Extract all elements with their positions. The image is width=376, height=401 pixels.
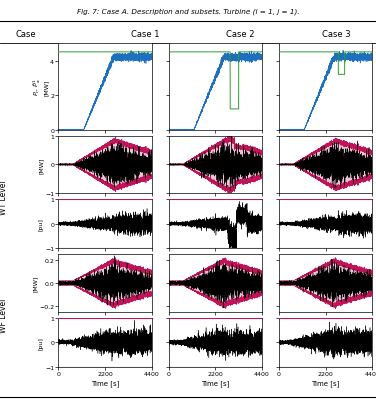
- X-axis label: Time [s]: Time [s]: [91, 379, 119, 386]
- Y-axis label: [pu]: [pu]: [39, 218, 44, 231]
- X-axis label: Time [s]: Time [s]: [311, 379, 340, 386]
- Text: WF Level: WF Level: [0, 298, 8, 332]
- Text: WT Level: WT Level: [0, 180, 8, 214]
- Text: Case 1: Case 1: [130, 30, 159, 38]
- Text: Case 2: Case 2: [226, 30, 255, 38]
- Text: Case: Case: [16, 30, 36, 38]
- Y-axis label: $P_r$, $\hat{P}_a^1$
[MW]: $P_r$, $\hat{P}_a^1$ [MW]: [32, 78, 49, 96]
- Text: Fig. 7: Case A. Description and subsets. Turbine (i = 1, j = 1).: Fig. 7: Case A. Description and subsets.…: [77, 9, 299, 15]
- X-axis label: Time [s]: Time [s]: [201, 379, 229, 386]
- Y-axis label: [MW]: [MW]: [39, 157, 44, 173]
- Text: Case 3: Case 3: [322, 30, 351, 38]
- Y-axis label: [MW]: [MW]: [33, 275, 38, 292]
- Y-axis label: [pu]: [pu]: [39, 336, 44, 349]
